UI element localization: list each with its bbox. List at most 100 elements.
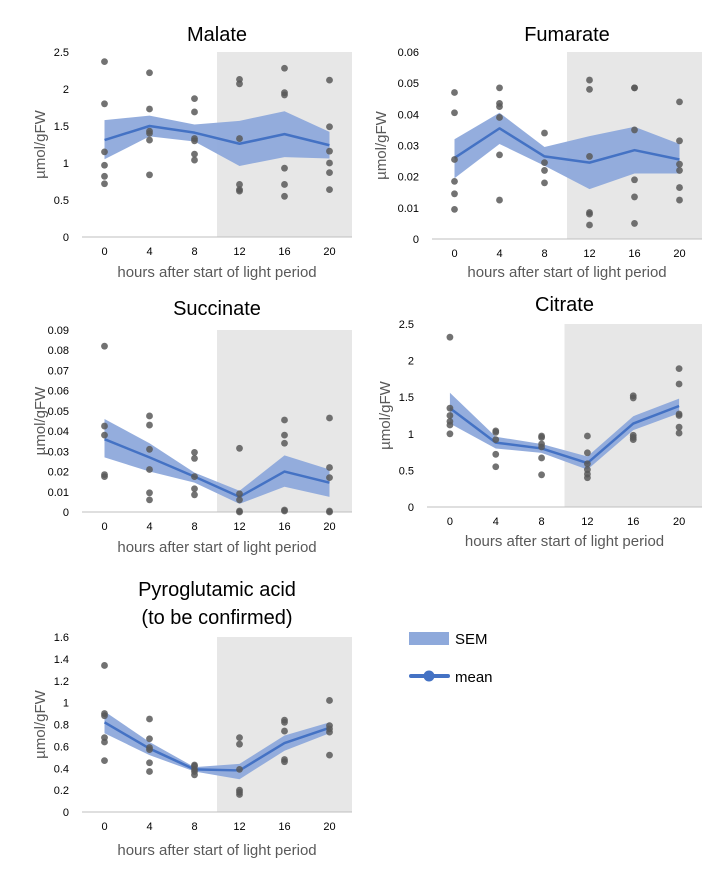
y-tick-label: 0.05 [398,78,419,90]
x-tick-label: 16 [627,516,639,528]
x-tick-label: 4 [493,516,499,528]
data-point [676,137,683,145]
data-point [281,758,288,766]
data-point [146,136,153,144]
data-point [676,184,683,191]
chart-title: Fumarate [524,24,610,46]
data-point [675,365,683,373]
data-point [281,64,288,72]
data-point [451,156,458,163]
data-point [101,180,108,188]
y-tick-label: 1.6 [54,632,69,644]
data-point [101,662,108,669]
data-point [676,98,683,106]
x-tick-label: 20 [673,516,685,528]
x-tick-label: 12 [233,521,245,533]
x-axis-label: hours after start of light period [117,264,316,281]
data-point [584,474,591,482]
data-point [191,455,198,462]
y-tick-label: 2 [63,84,69,96]
data-point [146,496,153,504]
data-point [446,421,454,429]
data-point [586,221,593,229]
legend-sem-label: SEM [455,631,488,648]
x-tick-label: 8 [191,521,197,533]
y-tick-label: 2 [408,356,414,368]
data-point [584,449,591,457]
x-tick-label: 0 [101,521,107,533]
chart-title: Citrate [535,294,594,316]
data-point [492,436,500,444]
data-point [146,69,153,77]
x-tick-label: 20 [673,248,685,260]
chart-1: 0 0.5 1 1.5 2 2.5 0 4 8 12 16 20 Malate hours after s… [32,24,352,281]
x-tick-label: 12 [233,246,245,258]
data-point [281,181,288,188]
data-point [492,450,500,458]
data-point [675,429,683,437]
data-point [101,738,108,746]
data-point [326,697,333,704]
legend-mean-marker [423,670,435,682]
data-point [191,108,198,116]
sem-band [454,112,680,190]
data-point [236,765,243,773]
data-point [446,404,454,412]
data-point [446,333,454,341]
y-tick-label: 0.01 [398,203,419,215]
data-point [146,466,153,473]
y-tick-label: 0.03 [48,446,69,458]
data-point [146,171,153,179]
data-point [538,454,545,462]
y-tick-label: 0.08 [48,345,69,357]
y-axis-label: µmol/gFW [32,109,49,178]
data-point [146,746,153,754]
y-tick-label: 1.5 [399,392,414,404]
data-point [631,126,638,134]
data-point [675,412,683,419]
y-tick-label: 0.2 [54,785,69,797]
data-point [236,740,243,748]
y-tick-label: 0.6 [54,741,69,753]
data-point [496,103,503,110]
data-point [146,715,153,723]
mean-line [453,127,680,164]
y-axis-label: µmol/gFW [32,689,49,758]
data-point [584,460,591,468]
data-point [541,159,548,167]
data-point [326,159,333,167]
y-tick-label: 1.4 [54,654,69,666]
data-point [676,196,683,204]
y-tick-label: 0.06 [398,47,419,59]
data-point [586,153,593,160]
data-point [191,771,198,779]
data-point [236,490,243,498]
data-point [101,58,108,66]
data-point [326,464,333,471]
x-tick-label: 20 [323,246,335,258]
data-point [451,109,458,117]
y-axis-label: µmol/gFW [377,380,394,449]
data-point [281,164,288,172]
data-point [675,380,683,388]
x-tick-label: 12 [583,248,595,260]
mean-line [449,404,680,465]
data-point [191,485,198,493]
data-point [236,187,243,195]
x-tick-label: 8 [541,248,547,260]
data-point [101,148,108,156]
data-point [451,205,458,213]
data-point [451,89,458,96]
data-point [492,463,500,471]
y-axis-label: µmol/gFW [373,110,390,179]
data-point [101,431,108,439]
y-tick-label: 0.04 [398,109,419,121]
legend-sem-swatch [409,632,449,645]
data-point [146,130,153,137]
data-point [586,210,593,218]
y-tick-label: 0.8 [54,720,69,732]
y-axis-label: µmol/gFW [32,386,49,455]
y-tick-label: 0.03 [398,141,419,153]
